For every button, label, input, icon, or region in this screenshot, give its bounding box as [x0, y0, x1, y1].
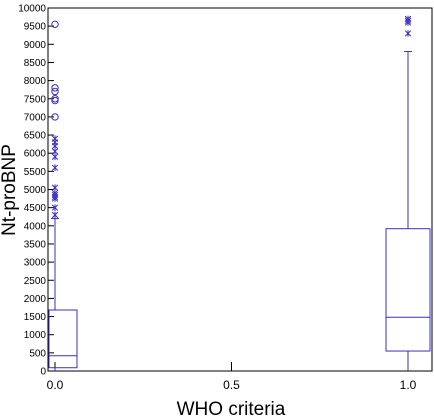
y-tick-label: 7500 — [24, 94, 47, 105]
y-tick-label: 9000 — [24, 40, 47, 51]
y-tick-label: 8000 — [24, 76, 47, 87]
y-tick-label: 1500 — [24, 312, 47, 323]
y-axis-ticks: 0 500 1000 1500 2000 2500 3000 3500 4000 4500 5000… — [18, 4, 54, 378]
y-tick-label: 4500 — [24, 203, 47, 214]
near-outlier-point — [51, 164, 59, 172]
y-tick-label: 9500 — [24, 22, 47, 33]
x-axis-ticks: 0.0 0.5 1.0 — [47, 362, 417, 392]
x-tick-label: 1.0 — [400, 378, 417, 392]
y-tick-label: 5500 — [24, 167, 47, 178]
plot-area — [47, 7, 433, 372]
near-outlier-point — [51, 211, 59, 219]
near-outlier-point — [404, 15, 412, 23]
near-outlier-point — [51, 204, 59, 211]
y-tick-label: 3000 — [24, 258, 47, 269]
far-outlier-point — [51, 84, 59, 92]
box-iqr — [48, 309, 78, 369]
near-outlier-point — [51, 135, 59, 142]
outlier-series — [51, 15, 412, 219]
y-tick-label: 4000 — [24, 221, 47, 232]
far-outlier-point — [51, 87, 59, 96]
y-tick-label: 1000 — [24, 330, 47, 341]
far-outlier-point — [51, 113, 59, 121]
y-tick-label: 0 — [40, 367, 46, 378]
y-tick-label: 500 — [29, 348, 46, 359]
near-outlier-point — [404, 30, 412, 37]
far-outlier-point — [51, 95, 59, 103]
y-tick-label: 10000 — [18, 4, 46, 15]
y-tick-label: 3500 — [24, 239, 47, 250]
x-tick-label: 0.0 — [47, 378, 64, 392]
box-series — [48, 51, 431, 371]
y-tick-label: 6500 — [24, 131, 47, 142]
y-tick-label: 5000 — [24, 185, 47, 196]
y-axis-title: Nt-proBNP — [0, 144, 20, 236]
y-tick-label: 2000 — [24, 294, 47, 305]
y-tick-label: 6000 — [24, 149, 47, 160]
far-outlier-point — [51, 20, 59, 29]
near-outlier-point — [51, 184, 59, 191]
x-tick-label: 0.5 — [223, 378, 240, 392]
box-iqr — [385, 228, 431, 352]
x-axis-title: WHO criteria — [177, 399, 286, 420]
y-tick-label: 7000 — [24, 112, 47, 123]
y-tick-label: 2500 — [24, 276, 47, 287]
y-tick-label: 8500 — [24, 58, 47, 69]
